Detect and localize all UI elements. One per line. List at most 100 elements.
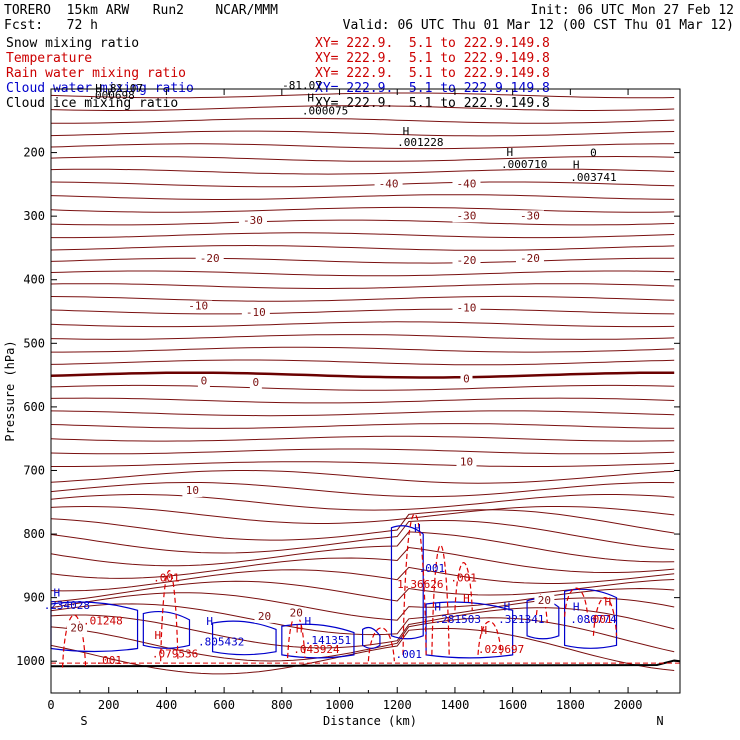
temperature-isotherm [50,371,675,379]
cloud-water-contour [50,601,139,653]
temperature-isotherm [50,257,675,264]
temperature-isotherm [50,359,675,366]
temperature-isotherm [50,155,675,162]
high-marker: H [463,592,470,605]
label-background [286,607,307,620]
high-marker: H [154,629,161,642]
x-axis-label: Distance (km) [323,714,417,728]
contour-value-label: .043924 [293,643,340,656]
temperature-isotherm [50,410,675,417]
temperature-isotherm [51,117,675,124]
contour-value-label: -81.07 [282,79,322,92]
label-background [374,178,403,191]
high-marker: H [573,158,580,171]
high-marker: H [307,92,314,105]
rain-water-contour [454,562,473,611]
legend-cloud-ice-xy: XY= 222.9. 5.1 to 222.9.149.8 [315,96,550,111]
legend-snow-xy: XY= 222.9. 5.1 to 222.9.149.8 [315,36,550,51]
y-tick-label: 900 [23,591,45,605]
rain-water-contour [367,627,395,662]
high-marker: H [95,82,102,95]
contour-value-label: .000698 [88,89,134,102]
temperature-contour-label: -40 [379,178,399,191]
cloud-water-contour [390,525,424,640]
valid-time: Valid: 06 UTC Thu 01 Mar 12 (00 CST Thu … [342,18,734,33]
temperature-isotherm [50,546,675,579]
legend-rain: Rain water mixing ratio [6,66,187,81]
temperature-isotherm [50,206,675,213]
temperature-contour-label: -20 [200,252,220,265]
axes: 0 200 400 600 800 1000 1200 1400 1600 1800 2000200… [16,89,680,712]
temperature-isotherm [50,531,675,567]
temperature-isotherm [50,334,675,340]
label-background [66,622,87,635]
high-marker: H [506,146,513,159]
temperature-isotherm [51,461,675,467]
high-marker: H [414,522,421,535]
label-background [534,594,555,607]
y-tick-label: 500 [23,336,45,350]
x-tick-label: 1800 [556,698,585,712]
contour-value-label: .001 [95,654,122,667]
temperature-isotherm [50,194,675,200]
temperature-isotherm [50,520,675,554]
label-background [241,306,270,319]
cloud-water-contours [50,525,618,659]
temperature-isotherm [50,270,675,277]
contour-value-label: .234028 [44,599,90,612]
temperature-contour-label: -20 [520,252,540,265]
contour-value-label: 0 [590,146,597,159]
high-marker: H [296,623,303,636]
label-background [452,254,481,267]
x-end-label: N [656,714,663,728]
rain-water-contour [431,544,450,655]
label-background [195,252,224,265]
temperature-contour-label: -40 [457,178,477,191]
temperature-isotherm [50,283,675,289]
contour-value-label: .086774 [570,613,617,626]
y-tick-label: 800 [23,527,45,541]
temperature-isotherm [50,244,675,251]
temperature-contour-label: 0 [253,376,260,389]
temperature-isotherm [50,105,675,111]
high-marker: H [480,624,487,637]
x-tick-label: 1600 [498,698,527,712]
temperature-isotherm [50,92,675,99]
model-title: TORERO 15km ARW Run2 NCAR/MMM [4,3,278,18]
temperature-isotherm [50,423,675,429]
x-start-label: S [80,714,87,728]
temperature-isotherm [50,384,675,391]
cloud-water-contour [281,623,355,659]
temperature-isotherm [50,494,675,511]
cloud-water-contour [142,611,191,649]
temperature-contour-label: 10 [460,455,473,468]
temperature-isotherm [50,143,675,150]
legend-temperature: Temperature [6,51,93,66]
y-tick-label: 1000 [16,654,45,668]
temperature-contour-label: 20 [258,610,271,623]
rain-water-contour [563,587,589,617]
temperature-contour-label: 0 [463,373,470,386]
contour-value-label: .029697 [478,643,524,656]
label-background [515,210,544,223]
temperature-contour-label: -10 [188,300,208,313]
temperature-isotherm [50,435,675,442]
x-tick-label: 0 [47,698,54,712]
label-background [460,373,473,386]
temperature-contour-label: -10 [246,306,266,319]
legend-snow: Snow mixing ratio [6,36,140,51]
rain-water-contour [592,597,618,636]
temperature-isotherm [50,130,675,137]
contour-value-label: -81.07 [103,82,143,95]
high-marker: H [605,595,612,608]
rain-water-contour [402,513,427,655]
label-background [182,484,203,497]
y-tick-label: 200 [23,146,45,160]
high-marker: H [304,615,311,628]
label-background [452,302,481,315]
temperature-contour-label: 20 [290,607,303,620]
temperature-isotherm [50,482,675,498]
y-axis-label: Pressure (hPa) [3,340,17,441]
contour-value-label: .001 [153,572,180,585]
contour-value-label: .079536 [152,647,198,660]
